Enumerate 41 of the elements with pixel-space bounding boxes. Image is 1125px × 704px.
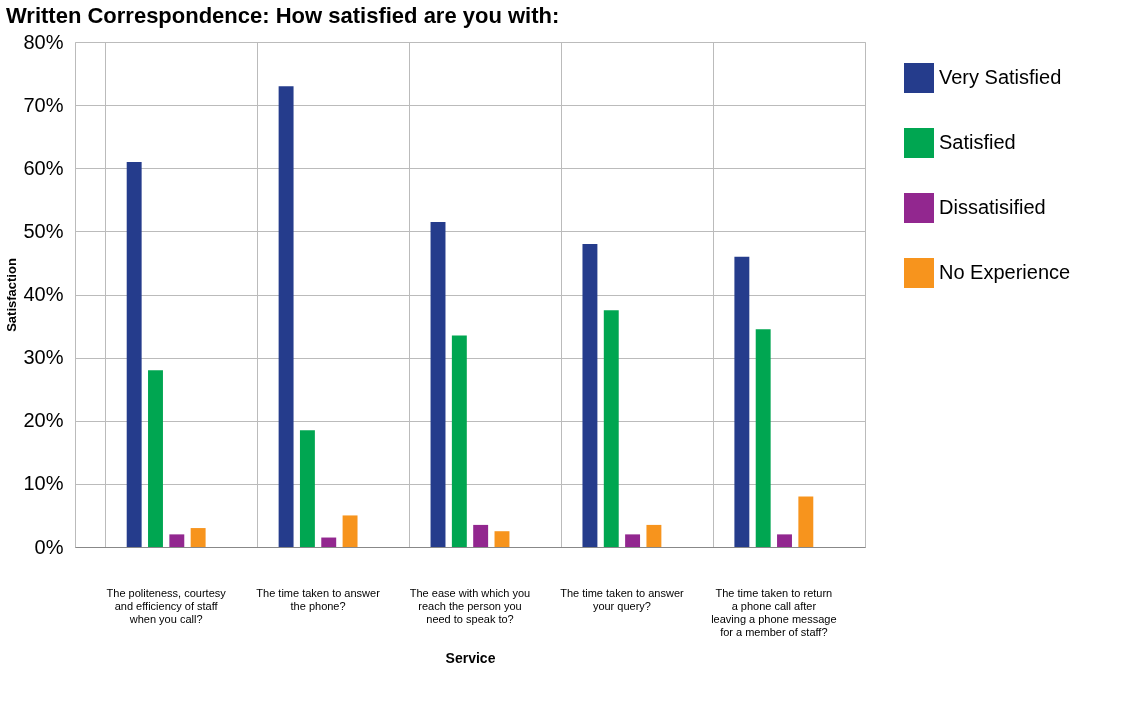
y-tick-label: 20% — [23, 409, 64, 432]
y-tick-label: 30% — [23, 346, 64, 369]
x-tick-label: The ease with which you reach the person you need to speak to? — [409, 586, 531, 625]
y-tick-label: 10% — [23, 472, 64, 495]
legend-label: Very Satisfied — [939, 66, 1062, 88]
legend-label: Satisfied — [939, 131, 1016, 153]
y-tick-label: 80% — [23, 30, 64, 53]
bar — [473, 524, 489, 547]
x-tick-label: The time taken to answer the phone? — [256, 586, 381, 612]
bar — [755, 329, 771, 547]
bar — [342, 515, 358, 547]
bar — [148, 370, 163, 547]
bar — [169, 534, 185, 547]
bar — [603, 310, 619, 547]
legend-label: No Experience — [939, 261, 1071, 283]
bar — [299, 430, 315, 547]
y-tick-label: 70% — [23, 93, 64, 116]
bar — [777, 534, 792, 547]
chart-title: Written Correspondence: How satisfied are you with: — [5, 3, 560, 28]
y-tick-label: 0% — [34, 535, 64, 558]
bar — [646, 524, 662, 547]
x-axis-title: Service — [445, 649, 496, 666]
bar — [451, 335, 467, 547]
legend-label: Dissatisified — [939, 196, 1046, 218]
bar — [625, 534, 641, 547]
x-tick-label: The politeness, courtesy and efficiency of staff when you call? — [106, 586, 227, 625]
bar — [278, 86, 294, 547]
bar — [798, 496, 814, 547]
bar — [734, 256, 750, 547]
bar — [190, 528, 206, 547]
bar — [582, 244, 598, 547]
bar — [494, 531, 510, 547]
y-tick-label: 50% — [23, 219, 64, 242]
bar — [126, 161, 142, 547]
y-tick-label: 60% — [23, 156, 64, 179]
bar — [321, 537, 337, 547]
bar — [430, 221, 446, 547]
x-tick-label: The time taken to return a phone call after leaving a phone message for a member of staff? — [711, 586, 837, 638]
x-tick-label: The time taken to answer your query? — [560, 586, 685, 612]
y-tick-label: 40% — [23, 283, 64, 305]
y-axis-title: Satisfaction — [4, 258, 20, 332]
